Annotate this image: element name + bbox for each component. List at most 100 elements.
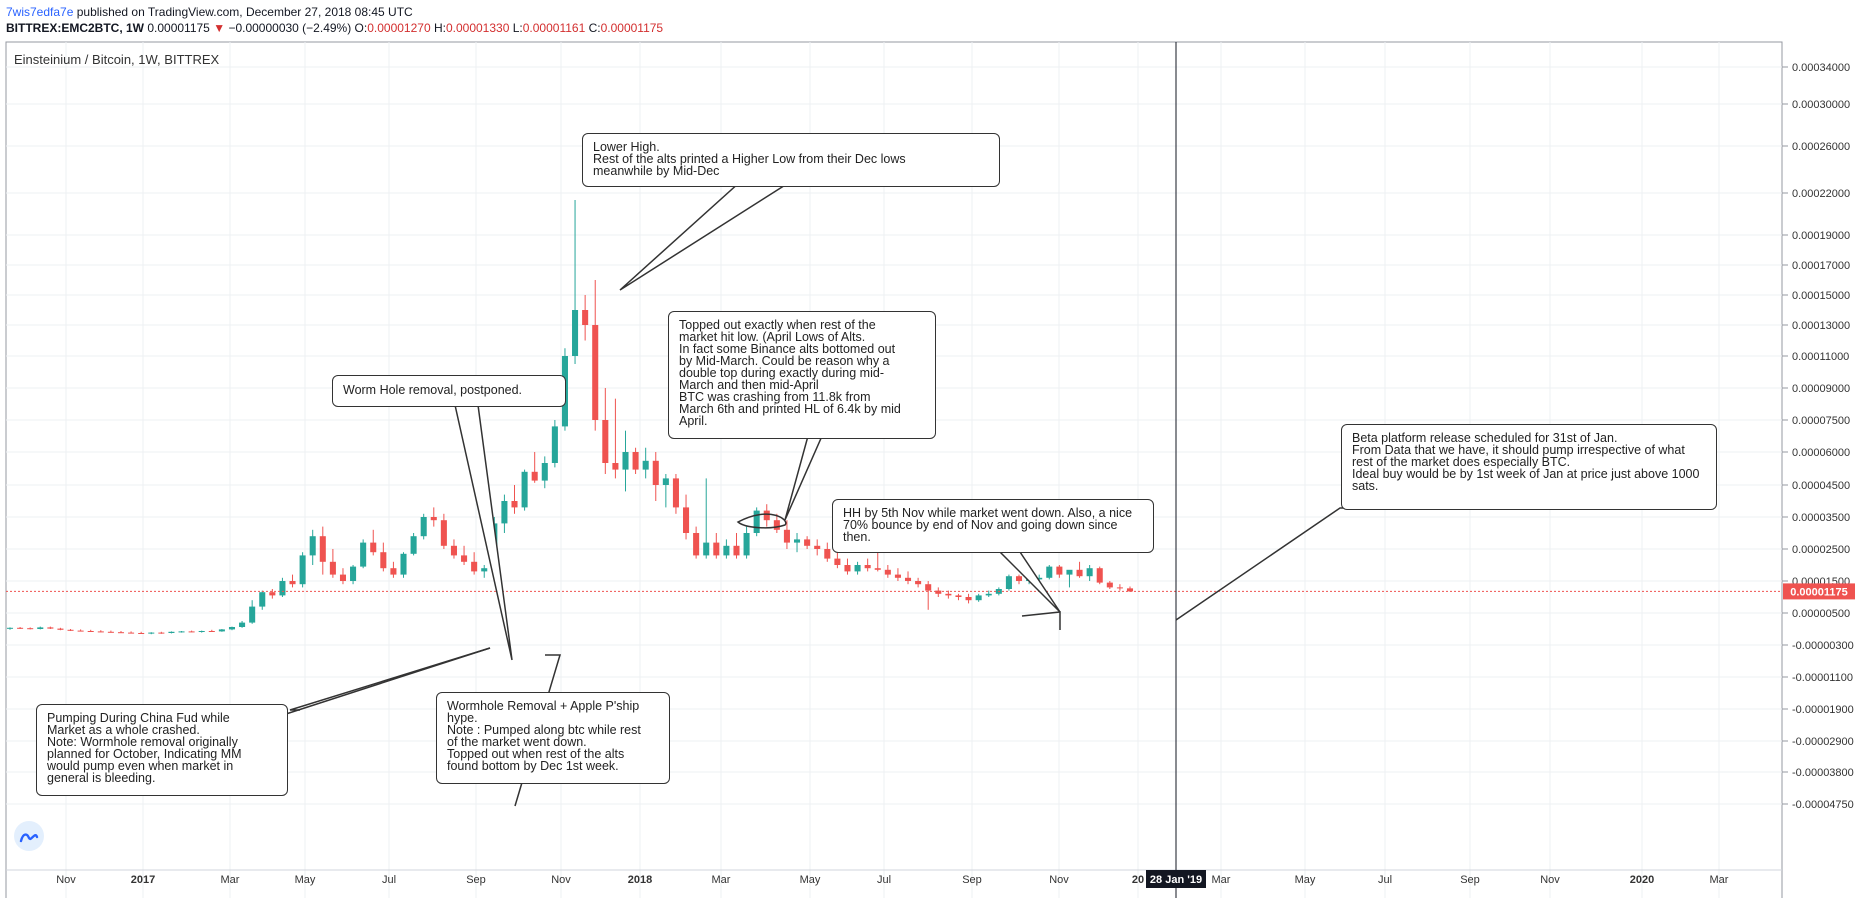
callout-wormhole-apple[interactable]: Wormhole Removal + Apple P'ship hype. No… bbox=[436, 692, 670, 784]
candle bbox=[188, 630, 195, 633]
time-axis[interactable]: Nov 2017 Mar May Jul Sep Nov 2018 Mar May Jul Sep No… bbox=[6, 869, 1782, 886]
time-tick-label: 2017 bbox=[131, 874, 155, 886]
candle bbox=[279, 577, 286, 597]
callout-topped-out[interactable]: Topped out exactly when rest of the mark… bbox=[668, 311, 936, 439]
candle bbox=[975, 593, 982, 602]
price-tick-label: -0.00001100 bbox=[1792, 672, 1853, 684]
price-tick-label: -0.00001900 bbox=[1792, 704, 1854, 716]
candle bbox=[259, 590, 266, 610]
candle bbox=[239, 621, 246, 628]
candle bbox=[208, 629, 215, 632]
candle bbox=[97, 630, 104, 633]
candle bbox=[834, 552, 841, 569]
time-tick-label: Mar bbox=[1710, 874, 1729, 886]
candle bbox=[289, 574, 296, 588]
candle bbox=[652, 452, 659, 501]
time-tick-label: Nov bbox=[551, 874, 571, 886]
callout-lower-high[interactable]: Lower High. Rest of the alts printed a H… bbox=[582, 133, 1000, 187]
candle bbox=[370, 529, 377, 556]
open-value: 0.00001270 bbox=[367, 21, 431, 35]
candle bbox=[228, 626, 236, 631]
tradingview-logo-icon[interactable] bbox=[14, 821, 44, 851]
candle bbox=[117, 631, 125, 634]
callout-wormhole-postponed[interactable]: Worm Hole removal, postponed. bbox=[332, 375, 566, 407]
candle bbox=[339, 568, 346, 585]
candle bbox=[1106, 581, 1113, 589]
callout-beta-release[interactable]: Beta platform release scheduled for 31st… bbox=[1341, 424, 1717, 510]
candle bbox=[794, 533, 801, 553]
candle bbox=[541, 456, 548, 489]
candle bbox=[864, 558, 871, 572]
candle bbox=[955, 593, 962, 601]
candle bbox=[67, 629, 74, 631]
candle bbox=[198, 630, 205, 633]
price-tick-label: 0.00034000 bbox=[1792, 62, 1850, 74]
high-value: 0.00001330 bbox=[445, 21, 510, 35]
price-tick-label: -0.00000300 bbox=[1792, 640, 1854, 652]
candle bbox=[612, 398, 619, 479]
last-price: 0.00001175 bbox=[147, 21, 210, 35]
price-tick-label: 0.00013000 bbox=[1792, 320, 1850, 332]
time-tick-label: Sep bbox=[466, 874, 486, 886]
callout-text: Beta platform release scheduled for 31st… bbox=[1352, 431, 1700, 493]
candle bbox=[329, 549, 336, 578]
candle bbox=[1056, 565, 1063, 578]
candle bbox=[904, 571, 912, 585]
candle bbox=[824, 542, 831, 562]
time-tick-label: Sep bbox=[1460, 874, 1480, 886]
candle bbox=[894, 568, 901, 581]
current-price-label: 0.00001175 bbox=[1790, 586, 1848, 598]
candle bbox=[178, 631, 185, 633]
time-tick-label: 2020 bbox=[1630, 874, 1654, 886]
candle bbox=[945, 590, 952, 599]
low-value: 0.00001161 bbox=[522, 21, 586, 35]
candle bbox=[582, 295, 589, 341]
candle bbox=[87, 629, 94, 632]
open-label: O: bbox=[354, 21, 368, 35]
candle bbox=[884, 565, 891, 578]
candle bbox=[1015, 574, 1023, 585]
price-tick-label: 0.00030000 bbox=[1792, 99, 1850, 111]
candle bbox=[158, 631, 165, 634]
time-tick-label: May bbox=[1295, 874, 1316, 886]
candle bbox=[783, 520, 790, 549]
candle bbox=[249, 600, 256, 624]
author-link[interactable]: 7wis7edfa7e bbox=[6, 5, 74, 19]
change-arrow-icon: ▼ bbox=[213, 21, 226, 35]
candle bbox=[763, 504, 770, 527]
price-tick-label: -0.00004750 bbox=[1792, 799, 1854, 811]
candle bbox=[743, 526, 750, 559]
callout-higher-high[interactable]: HH by 5th Nov while market went down. Al… bbox=[832, 499, 1154, 553]
candle bbox=[481, 565, 488, 578]
candle bbox=[683, 494, 690, 540]
candle bbox=[1066, 569, 1073, 588]
chart-header: 7wis7edfa7e published on TradingView.com… bbox=[6, 4, 663, 36]
low-label: L: bbox=[512, 21, 523, 35]
candle bbox=[1005, 574, 1012, 591]
callout-text: Wormhole Removal + Apple P'ship hype. No… bbox=[447, 699, 641, 773]
time-tick-label: Nov bbox=[56, 874, 76, 886]
price-tick-label: 0.00017000 bbox=[1792, 260, 1850, 272]
candle bbox=[1116, 584, 1123, 591]
price-tick-label: 0.00004500 bbox=[1792, 480, 1850, 492]
callout-text: Pumping During China Fud while Market as… bbox=[47, 711, 242, 785]
candle bbox=[642, 447, 649, 479]
price-tick-label: 0.00009000 bbox=[1792, 383, 1850, 395]
price-tick-label: 0.00015000 bbox=[1792, 290, 1850, 302]
candle bbox=[1046, 565, 1053, 580]
price-change: −0.00000030 (−2.49%) bbox=[228, 21, 352, 35]
candle bbox=[713, 533, 720, 559]
price-tick-label: 0.00007500 bbox=[1792, 415, 1850, 427]
candle bbox=[531, 452, 538, 483]
candle bbox=[511, 485, 518, 514]
candle bbox=[753, 507, 760, 537]
candle bbox=[168, 631, 175, 634]
price-axis[interactable]: 0.00034000 0.00030000 0.00026000 0.00022000… bbox=[1782, 62, 1854, 811]
candle bbox=[985, 590, 992, 597]
price-tick-label: 0.00003500 bbox=[1792, 512, 1850, 524]
callout-china-fud[interactable]: Pumping During China Fud while Market as… bbox=[36, 704, 288, 796]
candle bbox=[773, 513, 780, 533]
time-tick-label: 2018 bbox=[628, 874, 652, 886]
candle bbox=[521, 469, 528, 511]
candle bbox=[1096, 566, 1103, 585]
